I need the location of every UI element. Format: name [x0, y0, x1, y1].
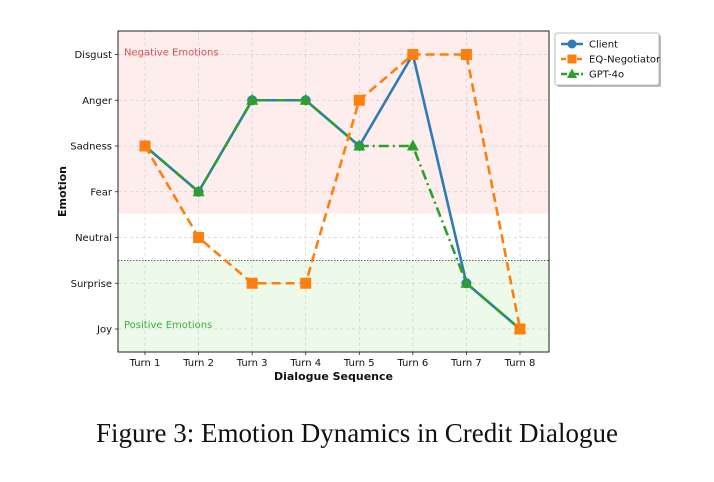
data-point: [460, 49, 472, 60]
positive-emotions-label: Positive Emotions: [124, 320, 212, 331]
y-tick-labels: Joy Surprise Neutral Fear Sadness Anger Disgus…: [70, 50, 118, 336]
legend: Client EQ-Negotiator GPT-4o: [554, 32, 661, 87]
y-axis-label: Emotion: [56, 166, 69, 217]
x-tick-label: Turn 4: [289, 358, 321, 369]
data-point: [514, 323, 526, 335]
legend-label: GPT-4o: [589, 70, 624, 81]
x-tick-label: Turn 8: [504, 358, 536, 369]
data-point: [407, 49, 419, 60]
x-tick-label: Turn 6: [396, 358, 428, 369]
emotion-line-chart: Negative Emotions Positive Emotions Turn…: [56, 30, 661, 383]
series-line-gpt-4o: [144, 98, 521, 330]
data-point: [353, 94, 365, 106]
x-tick-label: Turn 7: [450, 358, 482, 369]
data-point: [299, 93, 312, 105]
positive-emotions-region: [118, 260, 549, 352]
legend-label: EQ-Negotiator: [589, 55, 661, 66]
series-layer: [139, 49, 526, 335]
figure-caption: Figure 3: Emotion Dynamics in Credit Dia…: [96, 418, 618, 448]
x-axis-label: Dialogue Sequence: [274, 370, 393, 383]
series-line-eq-negotiator: [143, 53, 522, 330]
legend-box: [554, 32, 660, 86]
data-point: [406, 139, 419, 151]
data-point: [193, 232, 205, 243]
legend-marker: [567, 68, 577, 78]
y-tick-label: Joy: [96, 325, 112, 336]
data-point: [192, 185, 205, 197]
data-point: [139, 140, 151, 152]
y-tick-label: Fear: [90, 187, 112, 198]
x-tick-label: Turn 3: [236, 358, 268, 369]
data-point: [353, 139, 366, 151]
x-tick-label: Turn 5: [343, 358, 375, 369]
x-tick-label: Turn 2: [182, 358, 214, 369]
legend-label: Client: [589, 40, 618, 51]
negative-emotions-label: Negative Emotions: [124, 48, 219, 59]
x-tick-label: Turn 1: [129, 358, 161, 369]
y-tick-label: Disgust: [74, 50, 112, 61]
data-point: [246, 93, 259, 105]
legend-marker: [567, 54, 577, 64]
data-point: [246, 277, 258, 289]
data-point: [300, 277, 312, 289]
x-tick-labels: Turn 1 Turn 2 Turn 3 Turn 4 Turn 5 Turn 6 Turn…: [129, 352, 536, 369]
y-tick-label: Anger: [82, 96, 113, 107]
y-tick-label: Neutral: [75, 233, 112, 244]
legend-marker: [567, 39, 577, 49]
y-tick-label: Surprise: [71, 279, 112, 290]
y-tick-label: Sadness: [70, 142, 112, 153]
data-point: [460, 276, 473, 288]
